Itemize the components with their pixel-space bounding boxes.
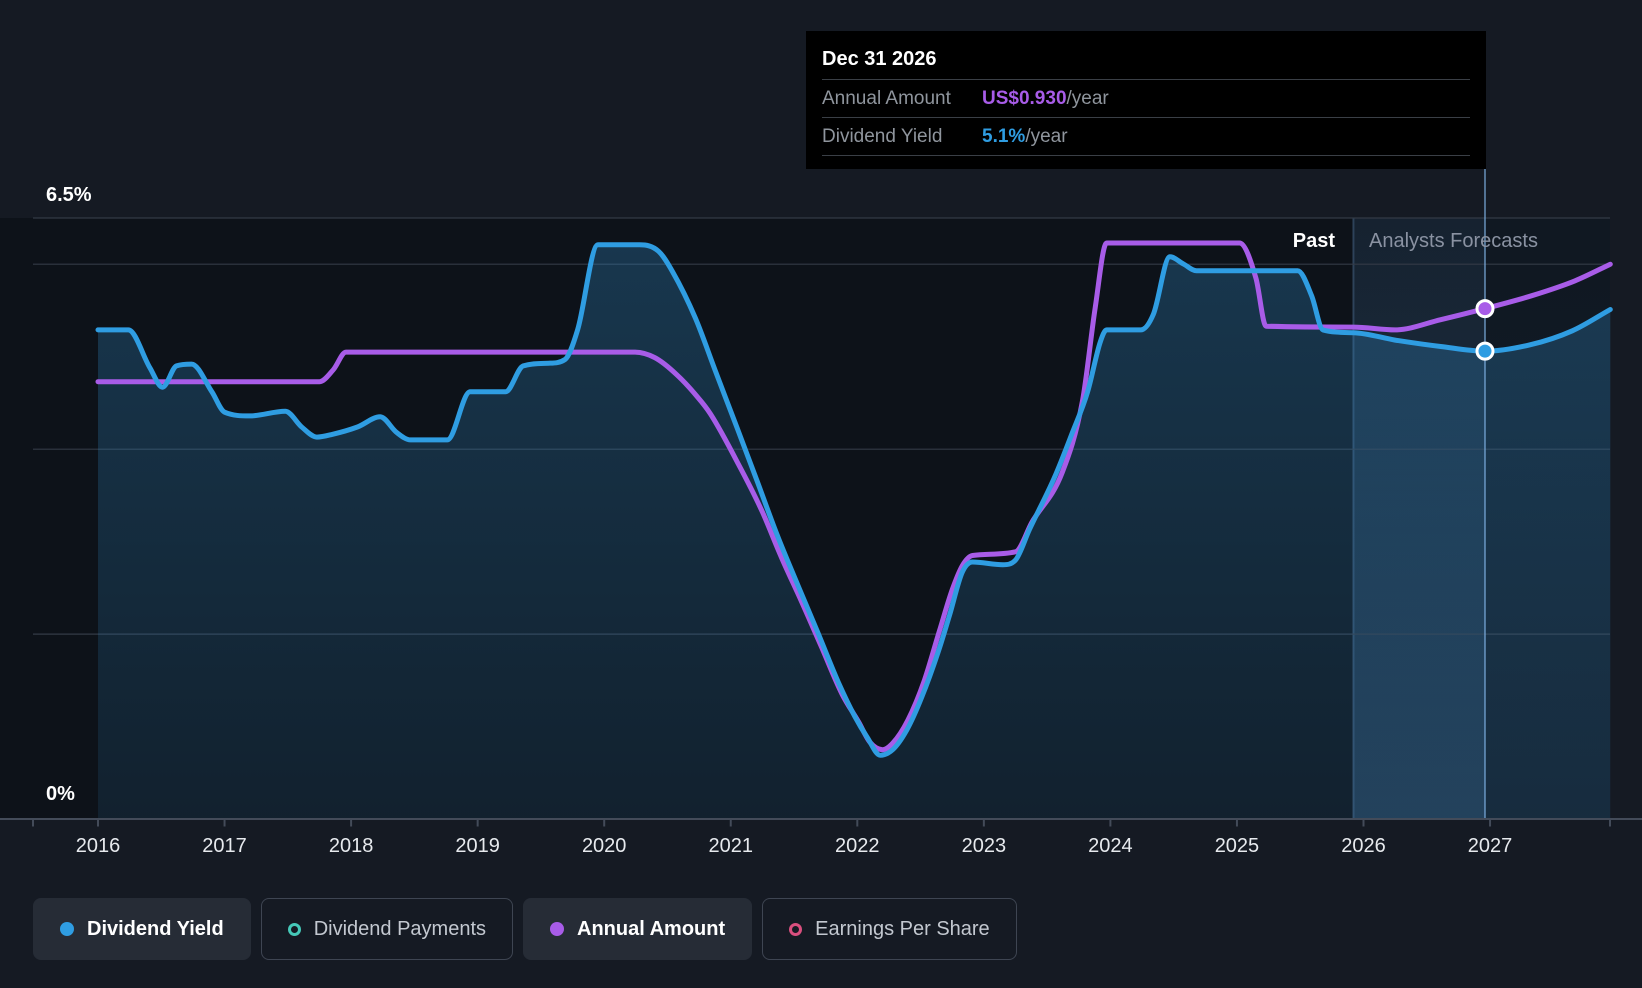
x-axis-label-2027: 2027 — [1467, 835, 1513, 857]
ring-dot-icon — [287, 922, 301, 936]
x-axis-label-2023: 2023 — [961, 835, 1007, 857]
tooltip-date: Dec 31 2026 — [822, 43, 1470, 80]
x-axis-label-2025: 2025 — [1214, 835, 1260, 857]
tooltip-label: Dividend Yield — [822, 125, 943, 147]
legend-toggle-earnings-per-share[interactable]: Earnings Per Share — [762, 898, 1017, 960]
hover-tooltip: Dec 31 2026 Annual Amount US$0.930 /year… — [806, 31, 1486, 169]
tooltip-row-dividend-yield: Dividend Yield 5.1% /year — [822, 118, 1470, 156]
ring-dot-icon — [789, 922, 803, 936]
legend-toggle-annual-amount[interactable]: Annual Amount — [523, 898, 753, 960]
legend-toggle-dividend-yield[interactable]: Dividend Yield — [33, 898, 251, 960]
filled-dot-icon — [550, 922, 565, 936]
past-region-label: Past — [1292, 230, 1335, 252]
legend-label: Dividend Payments — [313, 917, 487, 940]
tooltip-row-annual-amount: Annual Amount US$0.930 /year — [822, 80, 1470, 118]
x-axis-label-2024: 2024 — [1088, 835, 1133, 857]
legend: Dividend Yield Dividend Payments Annual Am… — [33, 898, 1017, 960]
tooltip-suffix: /year — [1025, 125, 1068, 147]
forecast-region-label: Analysts Forecasts — [1369, 230, 1538, 252]
filled-dot-icon — [60, 922, 74, 936]
x-axis-label-2022: 2022 — [835, 835, 880, 857]
legend-label: Earnings Per Share — [815, 917, 990, 940]
tooltip-suffix: /year — [1066, 87, 1109, 109]
annual-amount-line — [95, 240, 1613, 753]
x-axis-label-2019: 2019 — [455, 835, 500, 857]
hover-marker-dot[interactable] — [1475, 341, 1495, 361]
x-axis-label-2018: 2018 — [328, 835, 374, 857]
x-axis-label-2026: 2026 — [1341, 835, 1386, 857]
y-axis-label-max: 6.5% — [46, 184, 92, 206]
x-axis-label-2016: 2016 — [75, 835, 121, 857]
tooltip-label: Annual Amount — [822, 87, 951, 109]
x-axis-label-2020: 2020 — [581, 835, 627, 857]
legend-toggle-dividend-payments[interactable]: Dividend Payments — [260, 898, 514, 960]
tooltip-value: 5.1% — [982, 125, 1026, 147]
legend-label: Dividend Yield — [87, 917, 224, 940]
legend-label: Annual Amount — [577, 917, 726, 940]
x-axis: 2016 2017 2018 2019 2020 2021 2022 2023 2024 2025… — [0, 833, 1642, 859]
hover-marker-dot[interactable] — [1475, 299, 1495, 319]
x-axis-label-2017: 2017 — [202, 835, 247, 857]
dividend-yield-area — [98, 244, 1611, 820]
x-axis-label-2021: 2021 — [708, 835, 754, 857]
y-axis-label-min: 0% — [46, 783, 75, 805]
dividend-yield-line — [95, 242, 1613, 758]
tooltip-value: US$0.930 — [982, 87, 1067, 109]
